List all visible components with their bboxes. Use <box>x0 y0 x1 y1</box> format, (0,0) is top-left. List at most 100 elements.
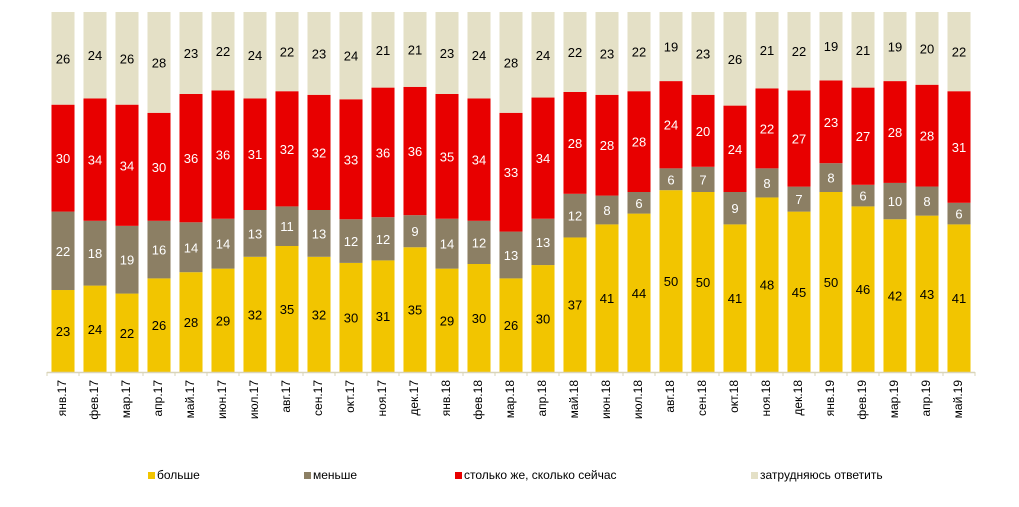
data-label-мар.18-s1: 13 <box>504 248 518 263</box>
data-label-фев.17-s3: 24 <box>88 48 102 63</box>
data-label-мар.19-s3: 19 <box>888 40 902 55</box>
bar-segment-май.19-s1 <box>947 202 971 225</box>
data-label-окт.18-s0: 41 <box>728 291 742 306</box>
x-tick-label: ноя.17 <box>375 380 389 417</box>
data-label-июн.18-s3: 23 <box>600 46 614 61</box>
bar-segment-июл.18-s1 <box>627 192 651 214</box>
bar-segment-сен.17-s0 <box>307 256 331 372</box>
bar-segment-апр.19-s2 <box>915 84 939 187</box>
x-tick-label: янв.17 <box>55 380 69 417</box>
x-tick-label: фев.19 <box>855 380 869 420</box>
data-label-ноя.17-s1: 12 <box>376 232 390 247</box>
data-label-ноя.18-s1: 8 <box>763 176 770 191</box>
data-label-фев.18-s0: 30 <box>472 311 486 326</box>
data-label-янв.17-s3: 26 <box>56 51 70 66</box>
bar-segment-дек.18-s1 <box>787 186 811 212</box>
bar-segment-янв.18-s1 <box>435 218 459 269</box>
bar-segment-мар.18-s0 <box>499 278 523 372</box>
data-label-апр.17-s0: 26 <box>152 318 166 333</box>
x-tick-label: мар.19 <box>887 380 901 419</box>
bar-segment-апр.17-s2 <box>147 112 171 221</box>
bar-segment-апр.17-s0 <box>147 278 171 372</box>
bar-segment-сен.18-s2 <box>691 94 715 167</box>
legend: больше меньше столько же, сколько сейчас… <box>0 468 1019 486</box>
bar-segment-янв.17-s2 <box>51 104 75 212</box>
data-label-апр.19-s2: 28 <box>920 129 934 144</box>
x-tick-label: фев.18 <box>471 380 485 420</box>
x-tick-label: мар.17 <box>119 380 133 419</box>
data-label-сен.17-s2: 32 <box>312 145 326 160</box>
data-label-фев.17-s1: 18 <box>88 246 102 261</box>
data-label-май.17-s0: 28 <box>184 315 198 330</box>
bar-segment-ноя.18-s3 <box>755 12 779 89</box>
bar-segment-ноя.17-s0 <box>371 260 395 372</box>
bar-segment-май.19-s3 <box>947 12 971 92</box>
bar-segment-июл.17-s1 <box>243 210 267 257</box>
x-tick-label: апр.18 <box>535 380 549 417</box>
data-label-фев.18-s1: 12 <box>472 235 486 250</box>
bar-segment-ноя.18-s1 <box>755 168 779 198</box>
x-tick-label: июн.18 <box>599 380 613 419</box>
x-axis-labels-group: янв.17 фев.17 мар.17 апр.17 май.17 июн.17 июл.… <box>55 380 965 420</box>
bar-segment-сен.18-s1 <box>691 166 715 192</box>
bar-segment-апр.19-s0 <box>915 215 939 372</box>
data-label-авг.18-s2: 24 <box>664 118 678 133</box>
bar-segment-янв.19-s0 <box>819 192 843 372</box>
bar-segment-июн.18-s0 <box>595 224 619 372</box>
bar-segment-май.18-s2 <box>563 92 587 194</box>
data-label-сен.18-s2: 20 <box>696 124 710 139</box>
data-label-фев.19-s1: 6 <box>859 189 866 204</box>
x-tick-label: дек.18 <box>791 380 805 416</box>
bar-segment-дек.18-s3 <box>787 12 811 91</box>
x-tick-label: май.17 <box>183 380 197 419</box>
x-tick-label: мар.18 <box>503 380 517 419</box>
data-label-сен.17-s1: 13 <box>312 226 326 241</box>
data-label-апр.19-s1: 8 <box>923 194 930 209</box>
bar-segment-окт.17-s2 <box>339 99 363 220</box>
x-tick-label: апр.17 <box>151 380 165 417</box>
bar-segment-ноя.18-s2 <box>755 88 779 169</box>
bar-segment-апр.17-s3 <box>147 12 171 113</box>
bar-segment-фев.17-s0 <box>83 285 107 372</box>
bar-segment-авг.18-s3 <box>659 12 683 82</box>
x-tick-label: июл.18 <box>631 380 645 419</box>
bar-segment-мар.19-s1 <box>883 182 907 220</box>
data-label-янв.19-s0: 50 <box>824 275 838 290</box>
bar-segment-фев.18-s3 <box>467 12 491 99</box>
bar-segment-июл.18-s2 <box>627 91 651 192</box>
bar-segment-мар.19-s3 <box>883 12 907 82</box>
bar-segment-мар.19-s0 <box>883 219 907 372</box>
bar-segment-янв.18-s2 <box>435 93 459 219</box>
bar-segment-фев.19-s2 <box>851 87 875 185</box>
bar-segment-фев.17-s1 <box>83 220 107 286</box>
data-label-мар.19-s0: 42 <box>888 289 902 304</box>
data-label-авг.17-s0: 35 <box>280 302 294 317</box>
data-label-янв.19-s2: 23 <box>824 115 838 130</box>
data-label-июл.17-s1: 13 <box>248 226 262 241</box>
data-label-апр.18-s3: 24 <box>536 48 550 63</box>
legend-label-same: столько же, сколько сейчас <box>464 468 617 482</box>
data-label-апр.19-s3: 20 <box>920 41 934 56</box>
x-tick-label: май.18 <box>567 380 581 419</box>
x-tick-label: апр.19 <box>919 380 933 417</box>
bar-segment-авг.17-s2 <box>275 91 299 207</box>
data-label-дек.17-s2: 36 <box>408 144 422 159</box>
x-tick-label: сен.17 <box>311 380 325 416</box>
data-label-сен.17-s3: 23 <box>312 46 326 61</box>
bar-segment-окт.17-s0 <box>339 262 363 372</box>
data-label-июл.18-s2: 28 <box>632 135 646 150</box>
bar-segment-июн.17-s2 <box>211 90 235 219</box>
data-label-май.17-s1: 14 <box>184 240 198 255</box>
data-label-янв.17-s1: 22 <box>56 244 70 259</box>
data-label-янв.17-s0: 23 <box>56 324 70 339</box>
bar-segment-окт.18-s1 <box>723 192 747 225</box>
bar-segment-окт.18-s3 <box>723 12 747 106</box>
bar-segment-сен.18-s3 <box>691 12 715 95</box>
data-label-мар.18-s2: 33 <box>504 165 518 180</box>
bar-segment-апр.18-s2 <box>531 97 555 219</box>
bar-segment-июн.17-s1 <box>211 218 235 269</box>
bar-segment-янв.17-s0 <box>51 290 75 372</box>
data-label-май.18-s3: 22 <box>568 45 582 60</box>
bar-segment-май.17-s3 <box>179 12 203 94</box>
data-label-июн.18-s1: 8 <box>603 203 610 218</box>
